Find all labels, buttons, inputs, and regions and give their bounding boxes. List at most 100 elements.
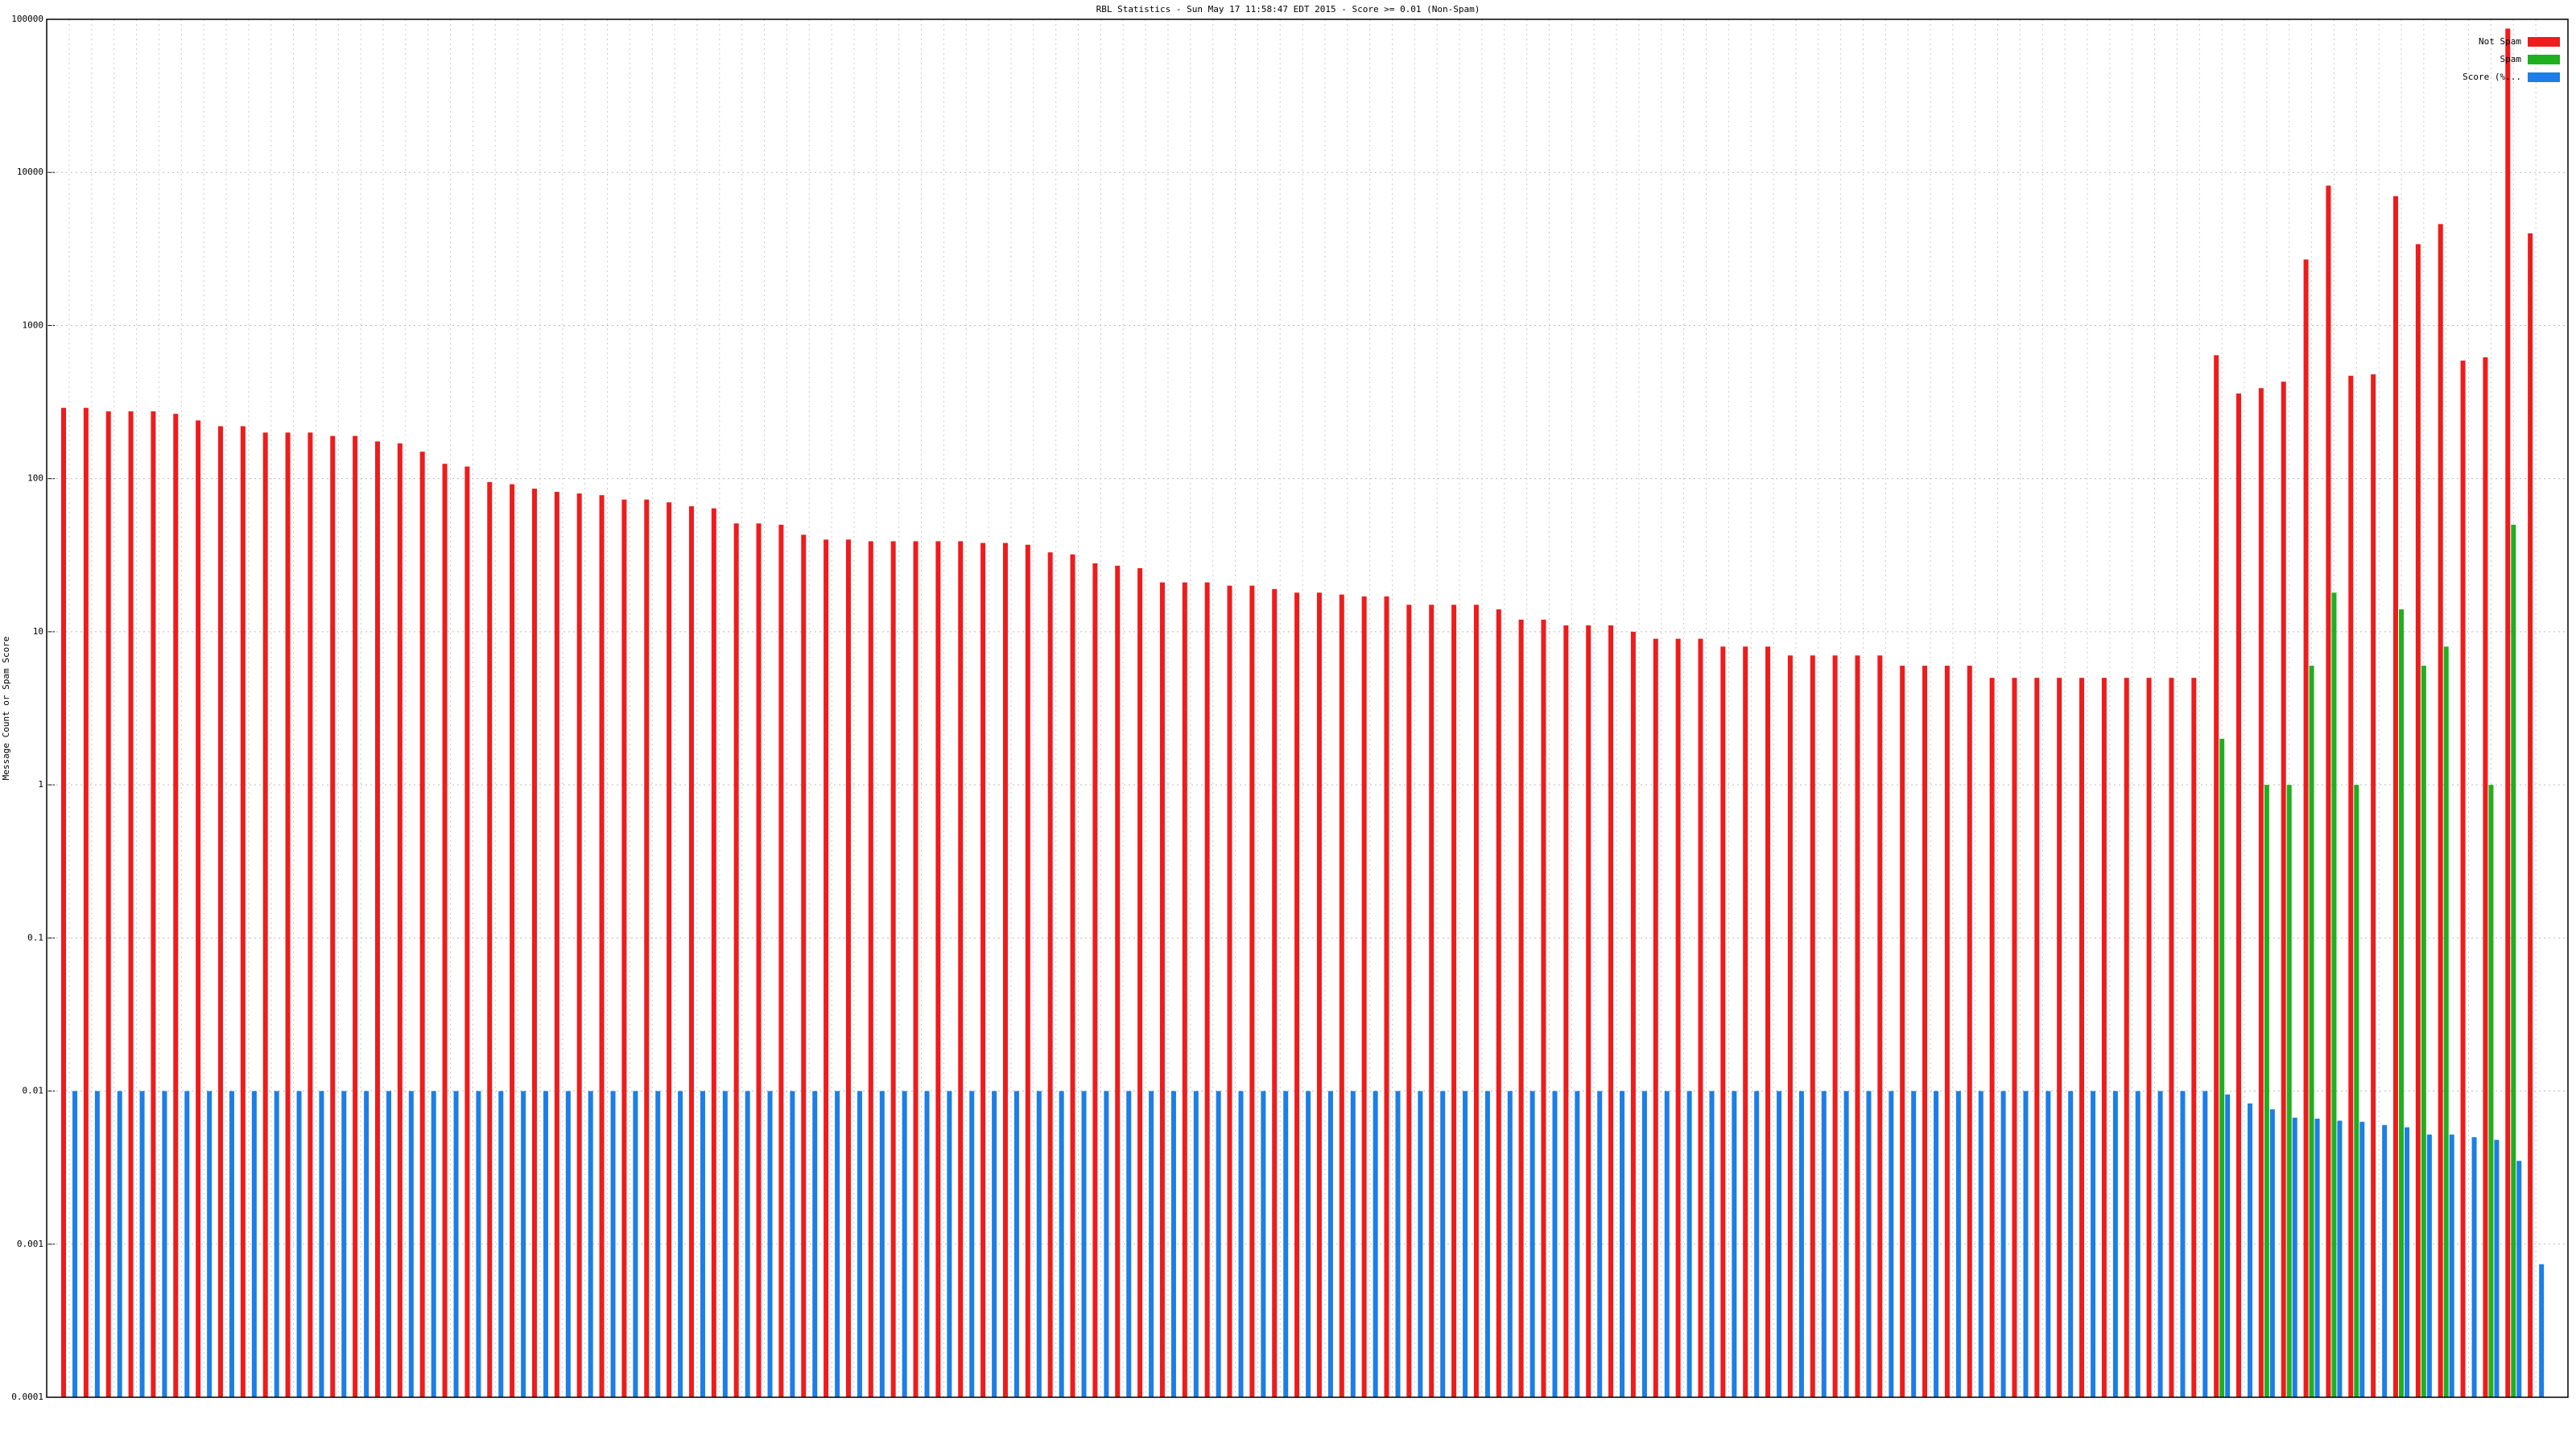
bar [274,1091,279,1397]
bar [1575,1091,1580,1397]
bar [364,1091,369,1397]
bar [722,1091,728,1397]
y-tick-label: 10000 [17,167,43,177]
bar [1149,1091,1154,1397]
bar [2286,785,2292,1397]
bar [217,426,223,1397]
bar [644,499,650,1397]
bar [610,1091,616,1397]
bar [521,1091,526,1397]
bar [678,1091,683,1397]
bar [1159,582,1165,1397]
bar [83,407,89,1398]
bar [2471,1136,2477,1397]
bar [117,1091,122,1397]
bar [1092,563,1098,1397]
bar [319,1091,324,1397]
bar [2135,1091,2140,1397]
bar [251,1091,257,1397]
bar [655,1091,661,1397]
legend-label: Spam [2500,54,2522,64]
bar [2112,1091,2118,1397]
bar [1597,1091,1603,1397]
bar [94,1091,100,1397]
bar [2449,1134,2454,1397]
bar [105,411,111,1397]
bar [576,493,582,1397]
bar [1743,646,1748,1397]
bar [1843,1091,1849,1397]
bar [2202,1091,2208,1397]
bar [2483,357,2488,1397]
bar [1810,655,1815,1397]
bar [2511,524,2516,1398]
bar [1507,1091,1513,1397]
bar [1866,1091,1872,1397]
bar [1339,594,1344,1397]
bar [1418,1091,1423,1397]
bar [767,1091,773,1397]
bar [1104,1091,1109,1397]
bar [1170,1091,1176,1397]
bar [2281,382,2286,1398]
bar [2091,1091,2096,1397]
legend-label: Score (%... [2462,72,2521,82]
bar [2292,1117,2297,1397]
bar [184,1091,190,1397]
bar [1675,638,1681,1397]
bar [1720,646,1726,1397]
bar [2169,678,2174,1397]
bar [633,1091,638,1397]
legend-swatch [2528,72,2560,82]
bar [1978,1091,1984,1397]
bar [1765,646,1771,1397]
bar [745,1091,750,1397]
bar [857,1091,862,1397]
bar [1182,582,1187,1397]
bar [2157,1091,2163,1397]
bar [1496,609,1501,1397]
bar [487,481,493,1398]
bar [2191,678,2197,1397]
bar [262,432,268,1397]
bar [2236,393,2242,1397]
bar [1630,631,1636,1397]
bar [1798,1091,1804,1397]
bar [1967,666,1972,1397]
bar [2331,592,2337,1397]
bar [531,489,537,1398]
bar [2034,678,2040,1397]
bar [1709,1091,1715,1397]
bar [1306,1091,1311,1397]
bar [240,426,246,1397]
bar [688,505,694,1397]
bar [1002,542,1008,1398]
bar [1272,588,1278,1397]
legend-label: Not Spam [2479,36,2521,47]
bar [778,524,784,1398]
bar [2101,678,2107,1397]
bar [353,435,358,1397]
bar [1754,1091,1760,1397]
bar [2438,224,2443,1397]
bar [431,1091,436,1397]
bar [1373,1091,1378,1397]
bar [1989,678,1995,1397]
y-tick-label: 10 [33,626,43,637]
bar [151,411,156,1397]
bar [1440,1091,1446,1397]
bar [1429,604,1435,1397]
bar [1227,585,1232,1397]
bar [2012,678,2017,1397]
y-tick-label: 1000 [23,320,44,330]
bar [845,539,851,1397]
bar [1586,625,1591,1397]
bar [1036,1091,1042,1397]
bar [2309,666,2314,1397]
bar [386,1091,391,1397]
bar [2399,609,2405,1397]
bar [510,484,515,1397]
bar [1013,1091,1019,1397]
bar [790,1091,795,1397]
bar [498,1091,504,1397]
